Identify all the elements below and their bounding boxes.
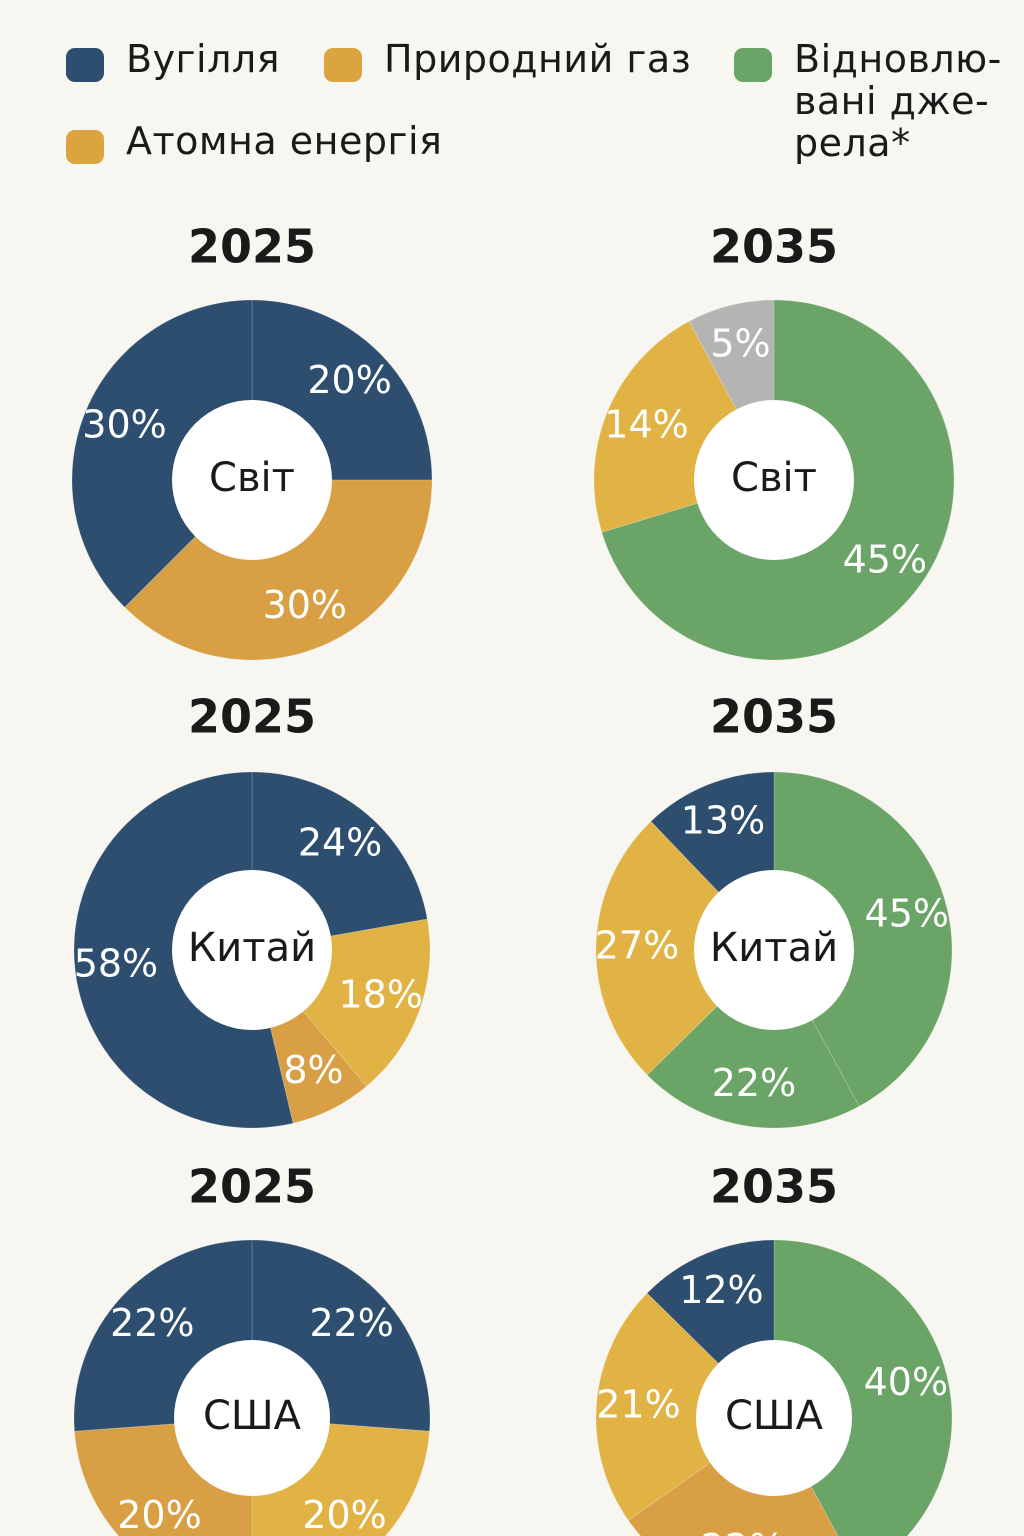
slice-label-5-0: 40% (864, 1360, 948, 1404)
slice-label-5-2: 21% (596, 1382, 680, 1426)
slice-label-0-0: 20% (307, 358, 391, 402)
slice-label-0-2: 30% (82, 403, 166, 447)
slice-label-4-1: 20% (302, 1493, 386, 1536)
donut-hole-5 (696, 1340, 852, 1496)
pie-slice-0-1 (124, 479, 433, 661)
slice-label-3-0: 45% (865, 892, 949, 936)
donut-chart-1: 2035 45% 14% 5% Світ (593, 220, 955, 661)
pie-slice-3-2 (595, 820, 775, 1076)
slice-label-3-3: 13% (681, 798, 765, 842)
chart-title-3: 2035 (710, 690, 838, 744)
pie-slice-0-2 (71, 299, 253, 608)
donut-chart-2: 2025 24% 18% 8% 58% Китай (73, 690, 431, 1129)
slice-label-4-3: 22% (110, 1301, 194, 1345)
donut-hole-0 (172, 400, 332, 560)
donut-chart-5: 2035 40% 22% 21% 12% США (595, 1160, 953, 1536)
center-label-1: Світ (731, 455, 817, 501)
legend-item-nuclear: Атомна енергія (66, 120, 442, 164)
donut-chart-0: 2025 20% 30% 30% Світ (71, 220, 433, 661)
chart-title-1: 2035 (710, 220, 838, 274)
legend-swatch-natural-gas (324, 48, 362, 82)
pie-slice-3-0 (773, 771, 953, 1107)
center-label-0: Світ (209, 455, 295, 501)
chart-title-2: 2025 (188, 690, 316, 744)
slice-label-5-1: 22% (701, 1526, 785, 1536)
legend-label-coal: Вугілля (126, 37, 281, 81)
chart-title-4: 2025 (188, 1160, 316, 1214)
donut-hole-4 (174, 1340, 330, 1496)
slice-label-2-3: 58% (74, 941, 158, 985)
center-label-3: Китай (710, 925, 838, 971)
donut-hole-3 (694, 870, 854, 1030)
donut-hole-2 (172, 870, 332, 1030)
slice-label-2-2: 8% (283, 1048, 343, 1092)
donut-chart-4: 2025 22% 20% 20% 22% США (73, 1160, 431, 1536)
slice-label-0-1: 30% (263, 583, 347, 627)
legend-label-renewables: Відновлю-вані дже-рела* (794, 37, 1002, 165)
legend-swatch-coal (66, 48, 104, 82)
center-label-2: Китай (188, 925, 316, 971)
slice-label-1-0: 45% (843, 538, 927, 582)
slice-label-2-0: 24% (298, 821, 382, 865)
center-label-4: США (203, 1393, 302, 1439)
legend-label-nuclear: Атомна енергія (126, 119, 443, 163)
legend-label-natural-gas: Природний газ (384, 37, 692, 81)
legend-item-renewables: Відновлю-вані дже-рела* (734, 38, 1024, 164)
slice-label-1-1: 14% (604, 403, 688, 447)
legend-item-coal: Вугілля (66, 38, 280, 82)
donut-hole-1 (694, 400, 854, 560)
slice-label-5-3: 12% (679, 1268, 763, 1312)
slice-label-3-1: 22% (712, 1061, 796, 1105)
legend-item-natural-gas: Природний газ (324, 38, 691, 82)
center-label-5: США (725, 1393, 824, 1439)
slice-label-4-0: 22% (309, 1301, 393, 1345)
donut-chart-3: 2035 45% 22% 27% 13% Китай (595, 690, 953, 1129)
legend-swatch-renewables (734, 48, 772, 82)
pie-slice-3-1 (646, 949, 860, 1129)
pie-slice-5-2 (595, 1292, 775, 1521)
slice-label-4-2: 20% (117, 1493, 201, 1536)
slice-label-1-2: 5% (710, 322, 770, 366)
slice-label-3-2: 27% (595, 923, 679, 967)
legend-swatch-nuclear (66, 130, 104, 164)
slice-label-2-1: 18% (339, 972, 423, 1016)
chart-title-5: 2035 (710, 1160, 838, 1214)
chart-title-0: 2025 (188, 220, 316, 274)
